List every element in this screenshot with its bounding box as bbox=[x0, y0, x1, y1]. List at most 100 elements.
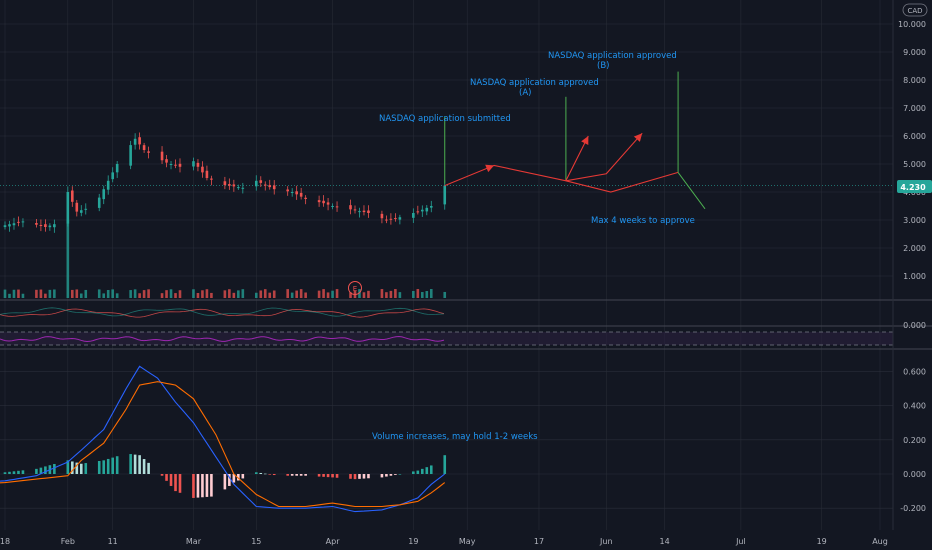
time-tick-label: Mar bbox=[186, 537, 202, 546]
macd-histogram-bar bbox=[398, 474, 402, 475]
macd-histogram-bar bbox=[443, 455, 447, 474]
volume-bar bbox=[39, 289, 43, 298]
time-axis[interactable]: 18 Feb 11 Mar 15 Apr 19 May 17 Jun 14 Jul 19 Aug bbox=[0, 537, 888, 546]
macd-histogram-bar bbox=[205, 474, 209, 497]
volume-bar bbox=[66, 220, 70, 298]
projection-arrowhead-b[interactable] bbox=[633, 133, 643, 142]
candle-body bbox=[84, 208, 88, 210]
candle-body bbox=[317, 200, 321, 203]
volume-bar bbox=[299, 289, 303, 298]
time-tick-label: 14 bbox=[660, 537, 670, 546]
projection-path-alt[interactable] bbox=[565, 171, 679, 193]
volume-bar bbox=[394, 289, 397, 298]
grid-lines bbox=[0, 0, 893, 530]
max-weeks-pointer[interactable] bbox=[677, 172, 706, 210]
candle-body bbox=[335, 206, 339, 208]
volume-bar bbox=[425, 291, 429, 298]
candle-body bbox=[416, 211, 420, 213]
macd-histogram-bar bbox=[223, 474, 227, 490]
candle-body bbox=[17, 221, 20, 223]
volume-bar bbox=[17, 289, 20, 298]
time-tick-label: 15 bbox=[251, 537, 261, 546]
price-tick-label: 7.000 bbox=[903, 104, 926, 113]
candle-body bbox=[272, 185, 276, 190]
volume-bar bbox=[443, 291, 447, 298]
time-tick-label: 19 bbox=[817, 537, 827, 546]
candle-body bbox=[259, 180, 263, 183]
macd-histogram-bar bbox=[133, 454, 137, 474]
candle-body bbox=[111, 172, 114, 180]
candle-body bbox=[97, 197, 101, 208]
volume-bar bbox=[286, 289, 289, 298]
annotation-label-a[interactable]: (A) bbox=[519, 88, 531, 98]
candle-body bbox=[21, 221, 25, 223]
volume-bar bbox=[263, 289, 267, 298]
time-tick-label: Jul bbox=[735, 537, 746, 546]
currency-badge[interactable] bbox=[902, 3, 928, 17]
candle-body bbox=[35, 223, 38, 225]
candle-body bbox=[129, 145, 132, 166]
macd-histogram-bar bbox=[147, 462, 150, 474]
volume-bar bbox=[201, 290, 204, 298]
earnings-marker[interactable] bbox=[348, 281, 362, 295]
volume-bar bbox=[398, 292, 402, 298]
volume-bar bbox=[232, 292, 236, 298]
macd-histogram-bar bbox=[331, 474, 334, 478]
macd-histogram-bar bbox=[326, 474, 330, 478]
candle-body bbox=[421, 209, 424, 212]
macd-histogram-bar bbox=[317, 474, 321, 477]
candle-body bbox=[290, 192, 294, 193]
candle-body bbox=[268, 185, 272, 188]
annotation-submitted[interactable]: NASDAQ application submitted bbox=[379, 114, 511, 124]
candle-body bbox=[295, 191, 298, 195]
last-price-label: 4.230 bbox=[900, 183, 926, 192]
annotation-max-weeks[interactable]: Max 4 weeks to approve bbox=[591, 216, 695, 226]
candle-body bbox=[12, 223, 16, 226]
macd-histogram-bar bbox=[295, 474, 298, 476]
projection-drawings[interactable] bbox=[444, 71, 706, 210]
volume-bar bbox=[115, 293, 119, 298]
macd-histogram-bar bbox=[115, 456, 119, 474]
macd-histogram-bar bbox=[421, 468, 424, 474]
volume-bar bbox=[44, 293, 47, 298]
currency-badge-label: CAD bbox=[907, 7, 922, 15]
annotation-volume-note[interactable]: Volume increases, may hold 1-2 weeks bbox=[372, 432, 538, 442]
macd-histogram-bar bbox=[429, 465, 433, 474]
volume-bar bbox=[380, 289, 384, 298]
candle-body bbox=[160, 151, 164, 161]
candlestick-series bbox=[3, 132, 447, 233]
volume-bar bbox=[349, 292, 352, 298]
macd-histogram-bar bbox=[17, 470, 20, 474]
macd-tick-label: 0.200 bbox=[903, 436, 926, 445]
volume-bar bbox=[241, 289, 245, 298]
candle-body bbox=[147, 151, 150, 153]
macd-histogram-bar bbox=[111, 457, 114, 474]
macd-histogram-bar bbox=[353, 474, 357, 480]
macd-histogram-bar bbox=[232, 474, 236, 483]
candle-body bbox=[75, 202, 79, 212]
annotation-label-b[interactable]: (B) bbox=[597, 61, 609, 71]
macd-histogram-bar bbox=[35, 468, 38, 474]
volume-bar bbox=[97, 289, 101, 298]
candle-body bbox=[237, 187, 240, 189]
macd-histogram-bar bbox=[97, 461, 101, 474]
macd-histogram-bar bbox=[254, 472, 258, 474]
annotation-approved-b[interactable]: NASDAQ application approved bbox=[548, 51, 677, 61]
last-price-badge[interactable] bbox=[897, 180, 932, 193]
projection-arrowhead-a[interactable] bbox=[581, 136, 589, 145]
candle-body bbox=[106, 180, 110, 190]
volume-bar bbox=[412, 290, 415, 298]
macd-histogram-bar bbox=[8, 471, 11, 474]
macd-histogram-bar bbox=[210, 474, 213, 497]
volume-bar bbox=[21, 293, 25, 298]
projection-arrowhead-first[interactable] bbox=[485, 164, 495, 173]
volume-bar bbox=[8, 293, 11, 298]
annotation-approved-a[interactable]: NASDAQ application approved bbox=[470, 78, 599, 88]
candle-body bbox=[174, 164, 177, 166]
projection-branch-a[interactable] bbox=[565, 135, 589, 182]
candle-body bbox=[133, 138, 137, 145]
macd-histogram-bar bbox=[129, 454, 132, 474]
macd-histogram-bar bbox=[241, 474, 245, 479]
candle-body bbox=[443, 185, 447, 205]
